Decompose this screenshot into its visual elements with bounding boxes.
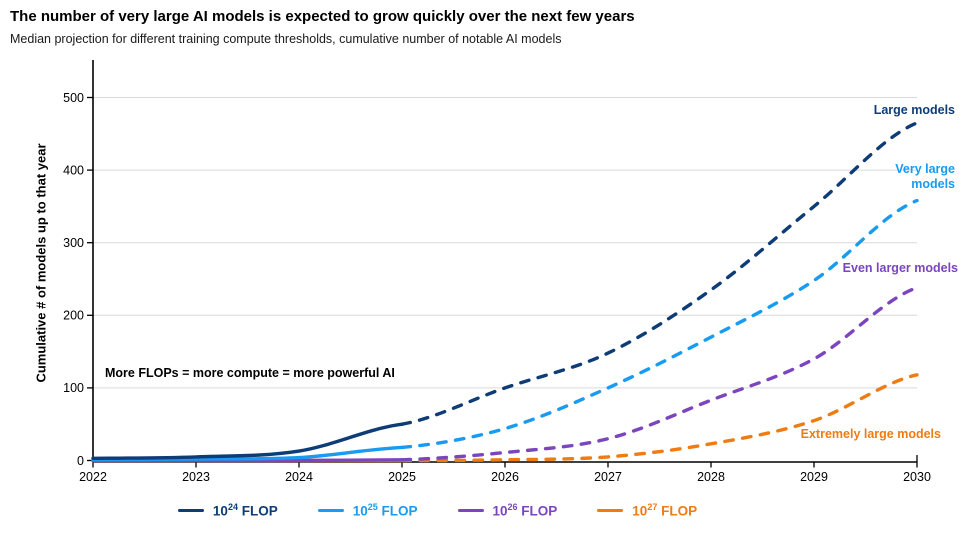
legend-label: 1025 FLOP bbox=[352, 502, 418, 519]
series-line-dashed-10-25-flop bbox=[400, 198, 919, 450]
legend-item-1024-flop: 1024 FLOP bbox=[177, 502, 278, 519]
chart-header: The number of very large AI models is ex… bbox=[10, 8, 950, 47]
x-tick-label: 2029 bbox=[800, 470, 828, 484]
x-tick-label: 2027 bbox=[594, 470, 622, 484]
legend-item-1025-flop: 1025 FLOP bbox=[317, 502, 418, 519]
chart-subtitle: Median projection for different training… bbox=[10, 31, 562, 46]
legend-label: 1027 FLOP bbox=[632, 502, 698, 519]
series-line-solid-10-24-flop bbox=[91, 422, 404, 461]
y-tick-label: 100 bbox=[63, 381, 84, 395]
legend-swatch-line-icon bbox=[597, 508, 624, 512]
legend-swatch-line-icon bbox=[317, 508, 344, 512]
x-tick-label: 2024 bbox=[285, 470, 313, 484]
y-tick-label: 400 bbox=[63, 163, 84, 177]
series-end-label-extremely-large-models: Extremely large models bbox=[800, 427, 941, 441]
legend-item-1027-flop: 1027 FLOP bbox=[597, 502, 697, 519]
series-end-label-very-large-models: Very large models bbox=[895, 162, 955, 191]
y-axis-title: Cumulative # of models up to that year bbox=[33, 143, 49, 383]
series-end-label-large-models: Large models bbox=[873, 103, 955, 117]
legend-label: 1026 FLOP bbox=[492, 502, 558, 519]
legend-label: 1024 FLOP bbox=[212, 502, 278, 519]
y-tick-label: 0 bbox=[77, 454, 84, 468]
legend-swatch-line-icon bbox=[177, 508, 204, 512]
series-line-dashed-10-24-flop bbox=[400, 121, 919, 426]
series-line-dashed-10-26-flop bbox=[400, 286, 919, 462]
x-tick-label: 2025 bbox=[388, 470, 416, 484]
legend-item-1026-flop: 1026 FLOP bbox=[457, 502, 558, 519]
x-tick-label: 2026 bbox=[491, 470, 519, 484]
y-tick-label: 500 bbox=[63, 91, 84, 105]
x-tick-label: 2023 bbox=[182, 470, 210, 484]
series-line-dashed-10-27-flop bbox=[400, 373, 919, 463]
x-tick-label: 2030 bbox=[903, 470, 931, 484]
chart-title: The number of very large AI models is ex… bbox=[10, 8, 635, 25]
y-tick-label: 200 bbox=[63, 309, 84, 323]
chart-annotation: More FLOPs = more compute = more powerfu… bbox=[105, 366, 395, 380]
y-tick-label: 300 bbox=[63, 236, 84, 250]
chart-legend: 1024 FLOP 1025 FLOP 1026 FLOP 1027 FLOP bbox=[0, 502, 920, 519]
x-tick-label: 2022 bbox=[79, 470, 107, 484]
x-tick-label: 2028 bbox=[697, 470, 725, 484]
legend-swatch-line-icon bbox=[457, 508, 484, 512]
series-end-label-even-larger-models: Even larger models bbox=[842, 261, 958, 275]
